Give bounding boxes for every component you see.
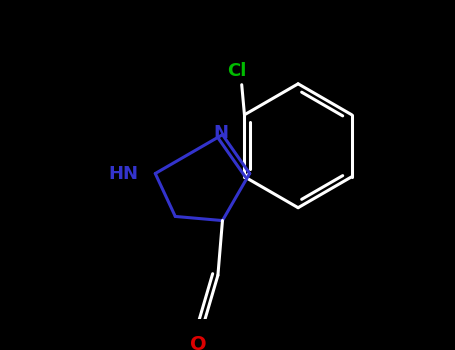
- Text: HN: HN: [109, 164, 139, 182]
- Text: Cl: Cl: [228, 62, 247, 80]
- Text: N: N: [213, 124, 228, 142]
- Text: O: O: [190, 335, 206, 350]
